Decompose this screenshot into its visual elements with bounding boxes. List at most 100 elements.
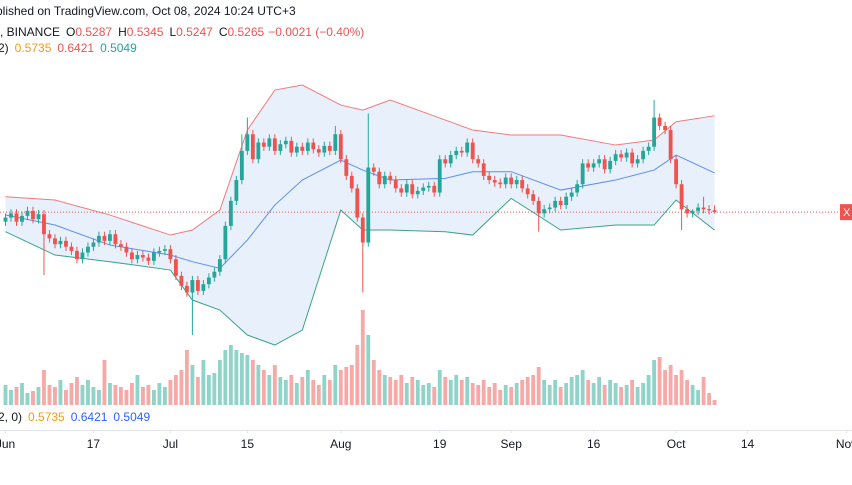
candle-body xyxy=(553,200,558,208)
candle-body xyxy=(470,142,475,160)
x-tick-label: 15 xyxy=(241,437,255,451)
ohlc-value: 0.5265 xyxy=(228,25,265,39)
candle-body xyxy=(179,275,184,286)
plot-area xyxy=(0,84,852,405)
candle-body xyxy=(371,167,376,172)
candle-body xyxy=(217,259,222,272)
bb-value: 0.5735 xyxy=(15,41,52,55)
bb-legend-bottom: 2, 0) 0.5735 0.6421 0.5049 xyxy=(0,410,150,424)
candle-body xyxy=(31,210,35,220)
candle-body xyxy=(228,200,233,226)
candle-body xyxy=(69,246,74,251)
ohlc-value: 0.5287 xyxy=(75,25,112,39)
candle-body xyxy=(399,188,404,193)
volume-bar xyxy=(283,380,288,405)
volume-bar xyxy=(707,393,712,405)
volume-bar xyxy=(646,375,651,405)
volume-bar xyxy=(674,375,679,405)
candle-body xyxy=(124,246,129,253)
volume-bar xyxy=(520,380,525,405)
volume-bar xyxy=(355,345,360,405)
volume-bar xyxy=(630,380,635,405)
volume-bar xyxy=(206,375,211,405)
volume-bar xyxy=(25,393,30,405)
candle-body xyxy=(53,238,57,245)
candle-body xyxy=(14,213,19,222)
volume-bar xyxy=(459,380,464,405)
candle-body xyxy=(42,214,46,235)
volume-bar xyxy=(624,385,629,405)
candle-body xyxy=(690,210,695,214)
volume-bar xyxy=(465,377,470,405)
volume-bar xyxy=(338,370,343,405)
candle-body xyxy=(630,152,635,164)
volume-bar xyxy=(113,385,118,405)
volume-bar xyxy=(146,385,151,405)
x-tick-label: 16 xyxy=(587,437,601,451)
volume-bar xyxy=(327,380,332,405)
volume-bar xyxy=(129,383,134,405)
candle-body xyxy=(129,252,134,260)
candle-body xyxy=(569,192,574,197)
candle-body xyxy=(86,246,90,253)
price-label: X xyxy=(843,207,851,219)
volume-bar xyxy=(102,360,107,405)
candle-body xyxy=(443,159,448,164)
volume-bar xyxy=(190,365,195,405)
volume-bar xyxy=(58,380,63,405)
volume-bar xyxy=(421,385,426,405)
header: blished on TradingView.com, Oct 08, 2024… xyxy=(0,4,296,18)
volume-bar xyxy=(657,357,662,405)
candle-body xyxy=(586,163,591,168)
candle-body xyxy=(289,140,294,153)
volume-bar xyxy=(344,367,349,405)
candle-body xyxy=(135,255,140,260)
volume-bar xyxy=(377,370,382,405)
x-tick-label: Jul xyxy=(163,437,178,451)
volume-bar xyxy=(531,375,536,405)
candle-body xyxy=(668,130,673,160)
volume-bar xyxy=(608,380,613,405)
volume-bar xyxy=(580,370,585,405)
ohlc-key: O xyxy=(66,25,75,39)
volume-bar xyxy=(701,377,706,405)
volume-bar xyxy=(289,375,294,405)
candle-body xyxy=(283,140,288,145)
candle-body xyxy=(547,207,552,210)
volume-bar xyxy=(97,390,101,405)
volume-bar xyxy=(525,377,530,405)
candle-body xyxy=(91,242,96,247)
volume-bar xyxy=(53,387,57,405)
bb-value: 0.5049 xyxy=(100,41,137,55)
candle-body xyxy=(707,209,712,211)
candle-body xyxy=(564,196,569,206)
volume-bar xyxy=(569,377,574,405)
volume-bar xyxy=(360,310,365,405)
volume-bar xyxy=(349,365,354,405)
volume-bar xyxy=(311,380,316,405)
bb-value: 0.5049 xyxy=(113,410,150,424)
volume-bar xyxy=(388,377,393,405)
volume-bar xyxy=(135,375,140,405)
candle-body xyxy=(294,146,299,153)
volume-bar xyxy=(14,387,19,405)
volume-bar xyxy=(619,387,624,405)
candle-body xyxy=(421,187,426,191)
volume-bar xyxy=(481,380,486,405)
candle-body xyxy=(608,160,613,170)
volume-bar xyxy=(547,385,552,405)
volume-bar xyxy=(652,360,657,405)
candle-body xyxy=(646,146,651,151)
volume-bar xyxy=(173,375,178,405)
candle-body xyxy=(333,134,338,151)
candle-body xyxy=(234,180,239,201)
volume-bar xyxy=(514,383,519,405)
volume-bar xyxy=(36,387,41,405)
candle-body xyxy=(250,134,255,160)
volume-bar xyxy=(443,377,448,405)
candle-body xyxy=(272,138,277,151)
volume-bar xyxy=(294,383,299,405)
candle-body xyxy=(223,225,228,260)
x-tick-label: 19 xyxy=(433,437,447,451)
candle-body xyxy=(173,259,178,276)
